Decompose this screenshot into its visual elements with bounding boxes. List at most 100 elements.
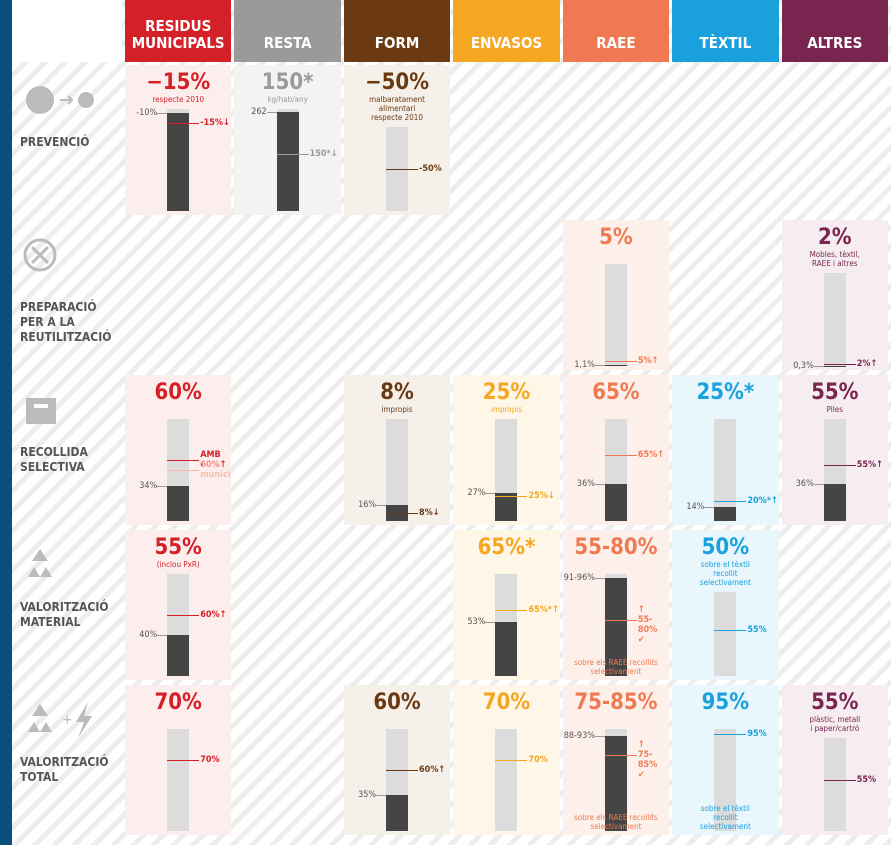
target-label: 55%↑ [856,459,883,470]
cell: 2% Mobles, tèxtil, RAEE i altres 0,3% 2%↑ [781,220,888,370]
cell: 150* kg/hab/any 262 150*↓ [234,65,341,215]
cell-title: 65% [592,380,640,405]
cell-note: sobre els RAEE recollits selectivament [574,658,658,676]
column-header: RAEE [562,0,670,62]
cell: 50% sobre el tèxtil recollit selectivamen… [672,530,779,680]
bar-fill [167,635,190,676]
target-label: ↑ 55-80% ✔ [637,604,658,645]
target-label: 2%↑ [856,359,878,370]
cell-subtitle: impropis [381,405,413,414]
row-label: VALORITZACIÓ TOTAL [20,755,109,784]
bar-track [714,419,737,521]
bar-fill [604,484,627,521]
target-label: 95% [747,729,767,740]
current-label: 262 [251,107,267,118]
row-icon [20,235,100,275]
target-line [495,609,528,611]
target-line [167,459,200,461]
row-label: RECOLLIDA SELECTIVA [20,445,88,474]
row-icon [20,390,100,430]
bar-track [714,592,737,676]
bar-fill [714,506,737,521]
target-line [604,360,637,362]
bar-track [604,264,627,366]
target-line [167,759,200,761]
target-label: 5%↑ [637,355,659,366]
target-label: 65%↑ [637,449,665,460]
row-icon [20,80,100,120]
bar-fill [495,493,518,521]
cell: 70% 70% [453,685,560,835]
cell-subtitle: sobre el tèxtil recollit selectivament [699,560,751,587]
current-label: -10% [136,107,158,118]
current-line [266,112,277,114]
current-line [594,578,605,580]
cell-title: 95% [701,690,750,715]
target2-label: 50% municipi [200,460,231,480]
cell-subtitle: plàstic, metall i paper/cartró [809,715,861,733]
cell-title: 55-80% [574,535,658,560]
target-line [823,779,856,781]
current-line [704,506,715,508]
cell: 65% 36% 65%↑ [562,375,670,525]
target-label: 70% [200,754,220,765]
target-line [495,495,528,497]
current-label: 0,3% [793,360,814,370]
target-label: 55% [856,774,877,785]
column-header: TÈXTIL [672,0,779,62]
cell-title: 55% [811,380,859,405]
cell: 95% 95% sobre el tèxtil recollit selectiva… [672,685,779,835]
target-line [604,619,637,621]
cell-title: 50% [701,535,750,560]
column-header: ALTRES [781,0,888,62]
target-label: AMB 60%↑ [200,449,227,470]
current-label: 27% [467,488,486,499]
current-label: 53% [467,616,486,627]
cell-subtitle: kg/hab/any [267,95,308,104]
cell-title: 60% [154,380,202,405]
cell-title: 65%* [477,535,536,560]
cell-subtitle: malbaratament alimentari respecte 2010 [369,95,425,122]
svg-text:+: + [62,712,73,728]
target-line [386,512,419,514]
current-line [157,486,168,488]
target-line [386,769,419,771]
cell-note: sobre el tèxtil recollit selectivament [699,804,751,831]
bar-track [386,419,409,521]
row-label: VALORITZACIÓ MATERIAL [20,600,109,629]
row-icon: + [20,700,100,740]
cell-title: −50% [365,70,430,95]
cell: −50% malbaratament alimentari respecte 20… [343,65,451,215]
cell: 60% 34% AMB 60%↑50% municipi [125,375,232,525]
current-line [594,364,605,366]
target-line [167,122,200,124]
current-label: 1,1% [574,359,595,370]
cell: 55% (inclou PxR) 40% 60%↑ [125,530,232,680]
cell-subtitle: Piles [826,405,843,414]
cell-subtitle: respecte 2010 [152,95,205,104]
current-label: 88-93% [563,731,595,742]
current-line [376,795,387,797]
cell-title: 60% [373,690,421,715]
current-line [813,484,824,486]
cell-note: sobre els RAEE recollits selectivament [574,813,658,831]
corner [12,0,122,62]
cell: 25%* 14% 20%*↑ [672,375,779,525]
bar-fill [604,736,627,831]
cell-subtitle: impropis [490,405,523,414]
cell-title: 150* [261,70,314,95]
cell: 5% 1,1% 5%↑ [562,220,670,370]
current-line [157,635,168,637]
target-line [386,169,419,170]
target-label: 70% [528,754,548,765]
bar-fill [823,484,846,521]
cell: 55% plàstic, metall i paper/cartró 55% [781,685,888,835]
target-label: 55% [747,624,767,635]
current-label: 14% [686,501,705,512]
current-line [813,365,824,367]
target-line [714,629,747,631]
target-label: 150*↓ [309,149,338,160]
current-line [485,621,496,623]
current-line [594,484,605,486]
infographic: RESIDUS MUNICIPALS RESTA FORM ENVASOS RAEE TÈ… [12,0,891,845]
